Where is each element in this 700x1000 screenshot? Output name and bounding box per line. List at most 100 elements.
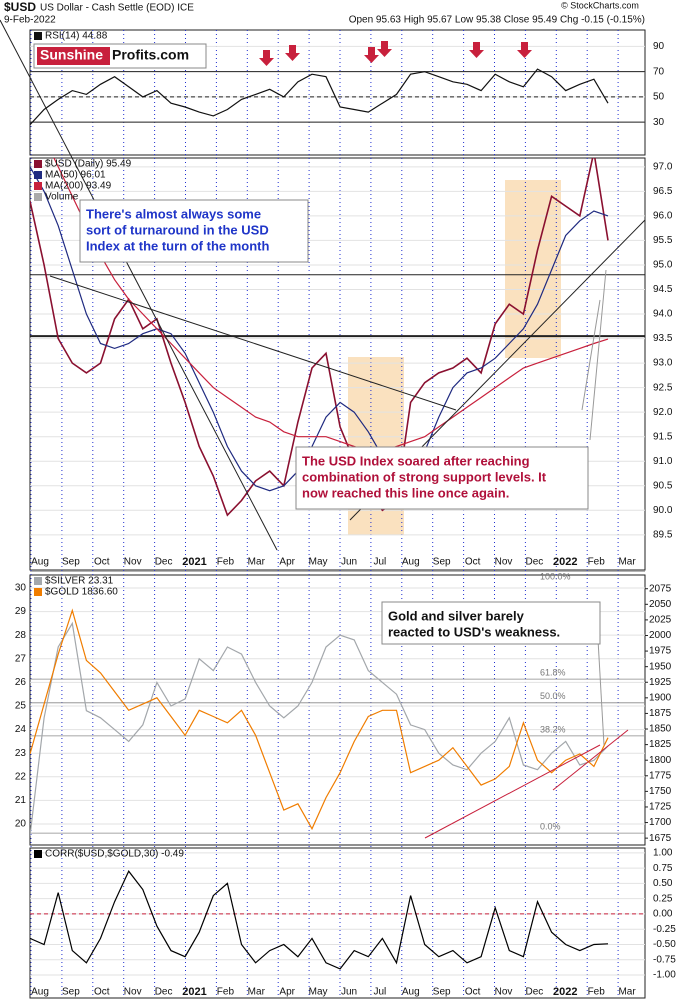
arrow: [377, 41, 392, 57]
annotation: sort of turnaround in the USD: [86, 222, 269, 237]
legend-swatch: [34, 588, 42, 596]
legend-swatch: [34, 32, 42, 40]
x-tick-label: Feb: [217, 987, 235, 998]
y-tick-label: 27: [15, 653, 27, 664]
rsi-arrows: [259, 41, 532, 66]
y-tick-label: 0.25: [653, 893, 673, 904]
y-tick-label: -0.25: [653, 924, 676, 935]
panel-frame: [29, 157, 646, 571]
fib-label: 100.0%: [540, 571, 571, 581]
trendlines: [0, 19, 646, 839]
y-tick-label: 50: [653, 92, 665, 103]
y-tick-label: 95.0: [653, 260, 673, 271]
legend-swatch: [34, 171, 42, 179]
quote: Open 95.63 High 95.67 Low 95.38 Close 95…: [349, 15, 645, 26]
x-tick-label: Nov: [495, 987, 513, 998]
legend-swatch: [34, 160, 42, 168]
annotation: reacted to USD's weakness.: [388, 624, 560, 639]
y-tick-label: 90.5: [653, 480, 673, 491]
y-tick-label: -1.00: [653, 970, 676, 981]
legend-label: CORR($USD,$GOLD,30) -0.49: [45, 849, 184, 860]
date: 9-Feb-2022: [4, 15, 56, 26]
y-tick-label: 96.5: [653, 186, 673, 197]
y2-tick-label: 2025: [649, 615, 672, 626]
y-tick-label: 92.5: [653, 382, 673, 393]
credit: © StockCharts.com: [561, 0, 639, 10]
x-tick-label: Jul: [374, 557, 387, 568]
y-tick-label: 94.0: [653, 309, 673, 320]
legend-label: MA(50) 96.01: [45, 170, 106, 181]
logo-text: Sunshine: [40, 47, 103, 63]
y-tick-label: 0.50: [653, 878, 673, 889]
instrument: US Dollar - Cash Settle (EOD) ICE: [40, 3, 194, 14]
legend-label: RSI(14) 44.88: [45, 31, 108, 42]
panel-frame: [29, 29, 646, 156]
y-tick-label: 24: [15, 724, 27, 735]
y-tick-label: 0.75: [653, 863, 673, 874]
y-tick-label: 21: [15, 795, 27, 806]
trendline: [424, 744, 601, 839]
legend-swatch: [34, 193, 42, 201]
overlay: AugAugSepSepOctOctNovNovDecDec20212021Fe…: [15, 31, 676, 998]
series-line: [30, 608, 609, 831]
x-tick-label: Nov: [495, 557, 513, 568]
fib-label: 38.2%: [540, 724, 566, 734]
x-tick-label: Oct: [94, 557, 110, 568]
y-tick-label: 70: [653, 66, 665, 77]
y2-tick-label: 1775: [649, 770, 672, 781]
y-tick-label: 23: [15, 748, 27, 759]
x-tick-label: Feb: [588, 987, 606, 998]
logo-badge: [37, 47, 110, 65]
legend-label: $GOLD 1836.60: [45, 587, 118, 598]
x-tick-label: 2022: [553, 556, 577, 568]
x-tick-label: Mar: [618, 557, 636, 568]
x-tick-label: 2021: [182, 556, 206, 568]
y2-tick-label: 1950: [649, 661, 672, 672]
arrow: [285, 45, 300, 61]
y2-tick-label: 1700: [649, 817, 672, 828]
trendline: [49, 275, 457, 411]
x-tick-label: Oct: [465, 557, 481, 568]
arrow: [517, 42, 532, 58]
series-line: [30, 68, 609, 126]
x-tick-label: Jun: [341, 987, 357, 998]
legend-label: $SILVER 23.31: [45, 576, 114, 587]
trendline: [0, 19, 278, 551]
x-tick-label: Nov: [124, 987, 142, 998]
y-tick-label: 22: [15, 771, 27, 782]
x-tick-label: Feb: [217, 557, 235, 568]
x-tick-label: May: [309, 557, 328, 568]
x-tick-label: Aug: [31, 987, 49, 998]
x-tick-label: Feb: [588, 557, 606, 568]
annotation: combination of strong support levels. It: [302, 469, 547, 484]
y-tick-label: 1.00: [653, 848, 673, 859]
x-tick-label: Aug: [402, 557, 420, 568]
y-tick-label: 93.5: [653, 333, 673, 344]
x-tick-label: Sep: [433, 987, 451, 998]
y2-tick-label: 1850: [649, 724, 672, 735]
x-tick-label: Aug: [402, 987, 420, 998]
annotation: There's almost always some: [86, 206, 261, 221]
y-tick-label: 91.5: [653, 431, 673, 442]
x-tick-label: Dec: [526, 987, 544, 998]
annotation: The USD Index soared after reaching: [302, 453, 530, 468]
series-line: [30, 870, 609, 970]
y-tick-label: 0.00: [653, 909, 673, 920]
y-tick-label: 26: [15, 677, 27, 688]
y2-tick-label: 2075: [649, 583, 672, 594]
x-tick-label: Mar: [248, 987, 266, 998]
y-tick-label: 89.5: [653, 529, 673, 540]
y-tick-label: 93.0: [653, 358, 673, 369]
legend-swatch: [34, 577, 42, 585]
legend-swatch: [34, 850, 42, 858]
y2-tick-label: 1975: [649, 646, 672, 657]
annotation: Index at the turn of the month: [86, 238, 269, 253]
y-tick-label: 97.0: [653, 161, 673, 172]
x-tick-label: 2021: [182, 986, 206, 998]
y-tick-label: 25: [15, 701, 27, 712]
y-tick-label: 91.0: [653, 456, 673, 467]
y2-tick-label: 1900: [649, 692, 672, 703]
pointer: [589, 269, 607, 441]
plot: [30, 30, 648, 998]
